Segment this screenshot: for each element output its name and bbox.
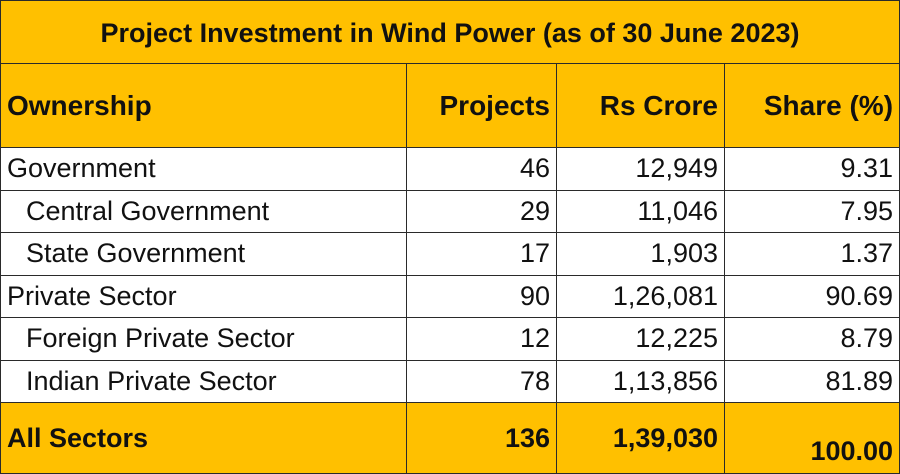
column-header-ownership: Ownership	[0, 63, 407, 148]
header-row: Ownership Projects Rs Crore Share (%)	[0, 63, 900, 148]
column-header-share: Share (%)	[723, 63, 900, 148]
cell-ownership: Government	[0, 147, 407, 191]
cell-projects: 90	[406, 274, 557, 318]
cell-share: 81.89	[723, 359, 900, 403]
cell-ownership: Foreign Private Sector	[0, 317, 407, 361]
cell-ownership: State Government	[0, 232, 407, 276]
column-header-projects: Projects	[406, 63, 557, 148]
table-title: Project Investment in Wind Power (as of …	[0, 0, 900, 64]
table-row-foreign-private-sector: Foreign Private Sector 12 12,225 8.79	[0, 317, 900, 361]
table-row-central-government: Central Government 29 11,046 7.95	[0, 189, 900, 233]
column-header-rs-crore: Rs Crore	[556, 63, 725, 148]
cell-share: 9.31	[723, 147, 900, 191]
table-row-indian-private-sector: Indian Private Sector 78 1,13,856 81.89	[0, 359, 900, 403]
cell-rs-crore: 11,046	[556, 189, 725, 233]
total-row: All Sectors 136 1,39,030 100.00	[0, 402, 900, 474]
cell-share: 1.37	[723, 232, 900, 276]
cell-share: 90.69	[723, 274, 900, 318]
cell-projects: 46	[406, 147, 557, 191]
cell-rs-crore: 1,903	[556, 232, 725, 276]
cell-share: 7.95	[723, 189, 900, 233]
table-row-government: Government 46 12,949 9.31	[0, 147, 900, 191]
total-label: All Sectors	[0, 402, 407, 474]
table-row-private-sector: Private Sector 90 1,26,081 90.69	[0, 274, 900, 318]
cell-projects: 12	[406, 317, 557, 361]
cell-rs-crore: 12,225	[556, 317, 725, 361]
cell-ownership: Indian Private Sector	[0, 359, 407, 403]
cell-share: 8.79	[723, 317, 900, 361]
title-row: Project Investment in Wind Power (as of …	[0, 0, 900, 64]
cell-projects: 17	[406, 232, 557, 276]
cell-rs-crore: 12,949	[556, 147, 725, 191]
total-projects: 136	[406, 402, 557, 474]
cell-rs-crore: 1,13,856	[556, 359, 725, 403]
total-share: 100.00	[723, 402, 900, 474]
total-rs-crore: 1,39,030	[556, 402, 725, 474]
cell-ownership: Private Sector	[0, 274, 407, 318]
cell-projects: 29	[406, 189, 557, 233]
cell-projects: 78	[406, 359, 557, 403]
table-row-state-government: State Government 17 1,903 1.37	[0, 232, 900, 276]
cell-ownership: Central Government	[0, 189, 407, 233]
cell-rs-crore: 1,26,081	[556, 274, 725, 318]
